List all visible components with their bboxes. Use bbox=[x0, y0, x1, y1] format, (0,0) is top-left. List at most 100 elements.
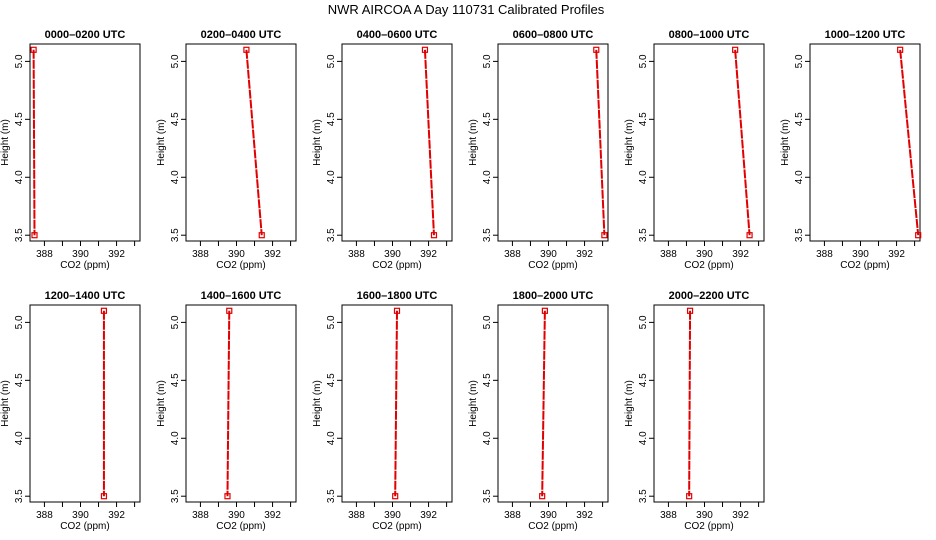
x-axis-label: CO2 (ppm) bbox=[684, 521, 733, 532]
profile-point bbox=[393, 307, 401, 314]
profile-point bbox=[100, 307, 108, 314]
y-tick-label: 4.5 bbox=[794, 112, 805, 126]
main-title: NWR AIRCOA A Day 110731 Calibrated Profi… bbox=[328, 2, 605, 17]
x-tick-label: 392 bbox=[420, 249, 437, 260]
profile-line bbox=[32, 49, 36, 236]
plot-frame bbox=[29, 304, 141, 503]
y-tick-label: 3.5 bbox=[482, 489, 493, 503]
y-tick-label: 3.5 bbox=[326, 228, 337, 242]
y-tick-label: 4.0 bbox=[482, 170, 493, 184]
x-tick-label: 388 bbox=[36, 510, 53, 521]
y-tick-label: 4.0 bbox=[482, 431, 493, 445]
x-tick-label: 392 bbox=[108, 249, 125, 260]
x-tick-label: 390 bbox=[384, 510, 401, 521]
y-tick-label: 4.5 bbox=[14, 373, 25, 387]
x-axis-label: CO2 (ppm) bbox=[60, 260, 109, 271]
panel: 1400–1600 UTC 388 390 392 3.5 4.0 4.5 5.0 CO2 (p… bbox=[156, 290, 297, 532]
x-axis-label: CO2 (ppm) bbox=[528, 521, 577, 532]
y-axis-label: Height (m) bbox=[468, 119, 479, 166]
y-tick-label: 5.0 bbox=[14, 54, 25, 68]
profile-point bbox=[539, 493, 546, 500]
x-tick-label: 390 bbox=[696, 510, 713, 521]
y-tick-label: 4.0 bbox=[170, 170, 181, 184]
x-tick-label: 390 bbox=[696, 249, 713, 260]
x-tick-label: 392 bbox=[576, 510, 593, 521]
profile-point bbox=[31, 232, 38, 239]
y-tick-label: 4.5 bbox=[14, 112, 25, 126]
profile-line bbox=[899, 49, 920, 236]
plot-frame bbox=[341, 304, 453, 503]
y-axis-label: Height (m) bbox=[624, 380, 635, 427]
x-tick-label: 390 bbox=[72, 249, 89, 260]
panel-title: 1600–1800 UTC bbox=[357, 290, 438, 302]
panel-title: 0400–0600 UTC bbox=[357, 29, 438, 41]
y-tick-label: 3.5 bbox=[14, 228, 25, 242]
x-tick-label: 390 bbox=[228, 510, 245, 521]
y-axis-label: Height (m) bbox=[156, 380, 167, 427]
y-axis-label: Height (m) bbox=[468, 380, 479, 427]
x-tick-label: 390 bbox=[852, 249, 869, 260]
x-tick-label: 390 bbox=[540, 249, 557, 260]
x-tick-label: 390 bbox=[540, 510, 557, 521]
y-tick-label: 5.0 bbox=[170, 54, 181, 68]
profile-point bbox=[746, 232, 753, 239]
x-tick-label: 388 bbox=[504, 510, 521, 521]
y-tick-label: 3.5 bbox=[482, 228, 493, 242]
profile-point bbox=[100, 493, 108, 500]
x-tick-label: 388 bbox=[660, 249, 677, 260]
panel: 1000–1200 UTC 388 390 392 3.5 4.0 4.5 5.0 CO2 (p… bbox=[780, 29, 922, 271]
x-axis-label: CO2 (ppm) bbox=[60, 521, 109, 532]
y-tick-label: 5.0 bbox=[794, 54, 805, 68]
x-axis-label: CO2 (ppm) bbox=[840, 260, 889, 271]
panel-title: 0200–0400 UTC bbox=[201, 29, 282, 41]
profile-point bbox=[224, 493, 231, 500]
y-tick-label: 3.5 bbox=[326, 489, 337, 503]
x-tick-label: 392 bbox=[420, 510, 437, 521]
y-axis-label: Height (m) bbox=[156, 119, 167, 166]
profile-line bbox=[226, 310, 231, 497]
x-tick-label: 388 bbox=[192, 249, 209, 260]
panel-title: 0000–0200 UTC bbox=[45, 29, 126, 41]
profile-point bbox=[686, 493, 693, 500]
y-tick-label: 5.0 bbox=[482, 315, 493, 329]
y-tick-label: 4.0 bbox=[14, 170, 25, 184]
y-tick-label: 3.5 bbox=[794, 228, 805, 242]
profile-point bbox=[258, 232, 265, 239]
panel: 0400–0600 UTC 388 390 392 3.5 4.0 4.5 5.0 CO2 (p… bbox=[312, 29, 453, 271]
y-tick-label: 5.0 bbox=[638, 315, 649, 329]
x-tick-label: 392 bbox=[576, 249, 593, 260]
x-tick-label: 388 bbox=[192, 510, 209, 521]
y-tick-label: 3.5 bbox=[170, 489, 181, 503]
y-tick-label: 5.0 bbox=[170, 315, 181, 329]
x-tick-label: 388 bbox=[504, 249, 521, 260]
y-tick-label: 5.0 bbox=[326, 54, 337, 68]
x-tick-label: 390 bbox=[228, 249, 245, 260]
plot-frame bbox=[185, 304, 297, 503]
profile-line bbox=[541, 310, 546, 497]
y-tick-label: 4.5 bbox=[326, 112, 337, 126]
y-tick-label: 4.0 bbox=[794, 170, 805, 184]
panels-grid: 0000–0200 UTC 388 390 392 3.5 4.0 4.5 5.0 CO2 (p… bbox=[0, 29, 922, 532]
panel: 0200–0400 UTC 388 390 392 3.5 4.0 4.5 5.0 CO2 (p… bbox=[156, 29, 297, 271]
panel: 1200–1400 UTC 388 390 392 3.5 4.0 4.5 5.0 CO2 (p… bbox=[0, 290, 141, 532]
x-tick-label: 388 bbox=[348, 510, 365, 521]
plot-frame bbox=[29, 43, 141, 242]
y-tick-label: 3.5 bbox=[638, 228, 649, 242]
panel-title: 1000–1200 UTC bbox=[825, 29, 906, 41]
y-tick-label: 3.5 bbox=[170, 228, 181, 242]
y-tick-label: 4.5 bbox=[482, 112, 493, 126]
y-tick-label: 3.5 bbox=[14, 489, 25, 503]
x-tick-label: 388 bbox=[36, 249, 53, 260]
y-tick-label: 4.0 bbox=[326, 170, 337, 184]
panel-title: 2000–2200 UTC bbox=[669, 290, 750, 302]
panel-title: 1400–1600 UTC bbox=[201, 290, 282, 302]
profile-line bbox=[394, 310, 398, 497]
y-tick-label: 4.5 bbox=[170, 112, 181, 126]
y-axis-label: Height (m) bbox=[780, 119, 791, 166]
panel-title: 1800–2000 UTC bbox=[513, 290, 594, 302]
profile-line bbox=[423, 49, 435, 236]
panel-title: 1200–1400 UTC bbox=[45, 290, 126, 302]
x-tick-label: 388 bbox=[816, 249, 833, 260]
panel: 0000–0200 UTC 388 390 392 3.5 4.0 4.5 5.0 CO2 (p… bbox=[0, 29, 141, 271]
plot-frame bbox=[497, 304, 609, 503]
